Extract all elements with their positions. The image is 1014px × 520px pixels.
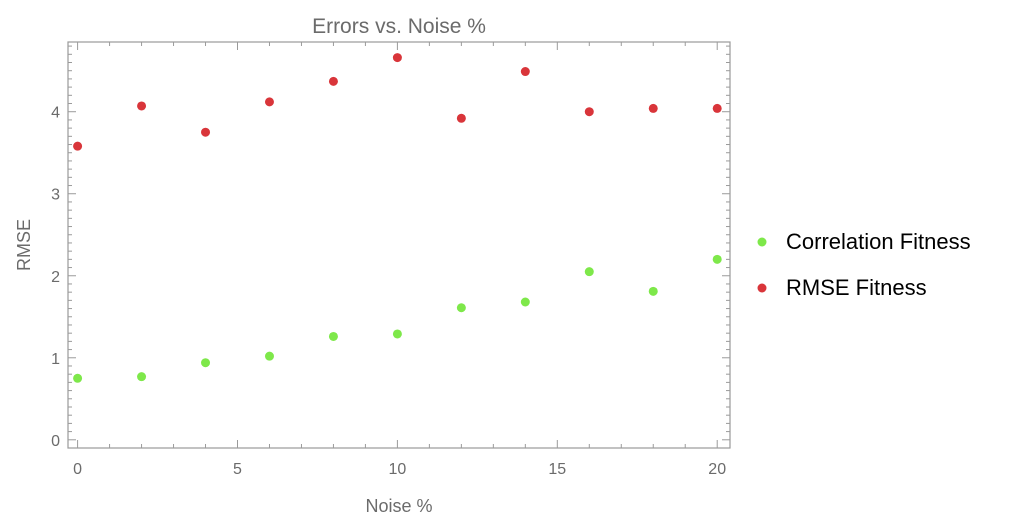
y-tick-label: 1 xyxy=(51,351,60,368)
x-tick-label: 10 xyxy=(389,461,407,478)
x-tick-label: 0 xyxy=(73,461,82,478)
data-point xyxy=(201,127,211,137)
series-correlation-fitness xyxy=(73,254,722,383)
data-point xyxy=(648,103,658,113)
data-point xyxy=(712,103,722,113)
data-point xyxy=(264,97,274,107)
data-point xyxy=(137,101,147,111)
data-point xyxy=(648,286,658,296)
data-point xyxy=(73,373,83,383)
data-point xyxy=(712,254,722,264)
data-point xyxy=(328,76,338,86)
chart-title: Errors vs. Noise % xyxy=(312,15,486,38)
series-rmse-fitness xyxy=(73,53,722,151)
x-tick-label: 15 xyxy=(548,461,566,478)
y-tick-label: 0 xyxy=(51,433,60,450)
legend-label: Correlation Fitness xyxy=(786,229,971,254)
data-point xyxy=(584,267,594,277)
data-point xyxy=(328,331,338,341)
y-tick-label: 3 xyxy=(51,187,60,204)
data-point xyxy=(264,351,274,361)
x-tick-label: 5 xyxy=(233,461,242,478)
data-point xyxy=(392,329,402,339)
y-tick-label: 4 xyxy=(51,105,60,122)
data-point xyxy=(392,53,402,63)
data-point xyxy=(456,303,466,313)
data-point xyxy=(584,107,594,117)
y-axis-label: RMSE xyxy=(14,219,34,271)
axis-ticks: 0 5 10 15 20 0 1 2 3 4 xyxy=(51,42,730,478)
data-point xyxy=(456,113,466,123)
legend-marker xyxy=(757,237,767,247)
legend: Correlation Fitness RMSE Fitness xyxy=(757,229,971,300)
data-points xyxy=(73,53,722,383)
legend-label: RMSE Fitness xyxy=(786,275,927,300)
data-point xyxy=(201,358,211,368)
data-point xyxy=(520,297,530,307)
y-tick-label: 2 xyxy=(51,269,60,286)
data-point xyxy=(520,67,530,77)
x-tick-label: 20 xyxy=(708,461,726,478)
data-point xyxy=(73,141,83,151)
legend-marker xyxy=(757,283,767,293)
plot-frame xyxy=(67,41,731,449)
x-axis-label: Noise % xyxy=(365,496,432,516)
data-point xyxy=(137,372,147,382)
